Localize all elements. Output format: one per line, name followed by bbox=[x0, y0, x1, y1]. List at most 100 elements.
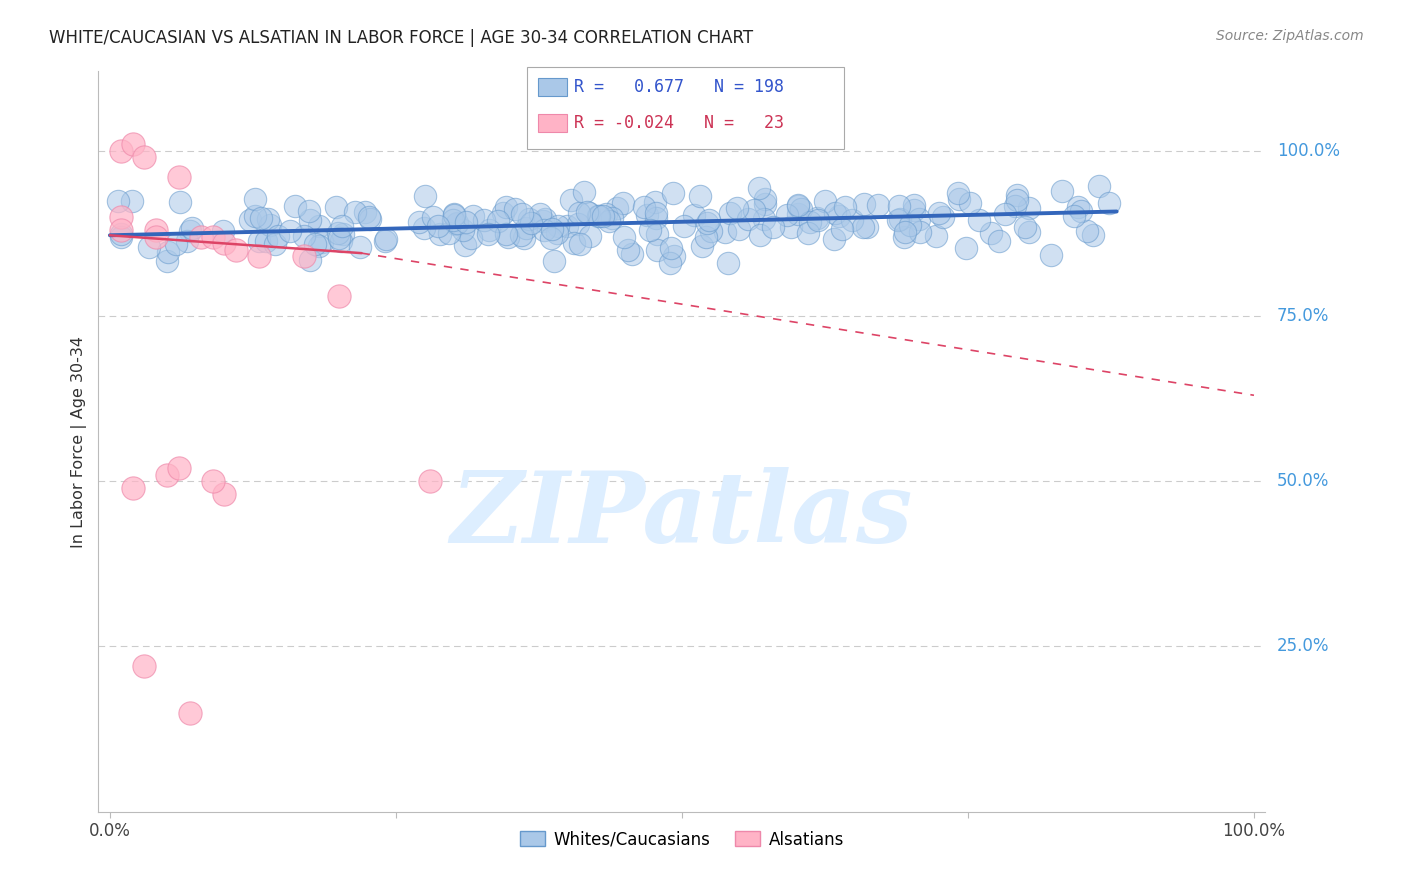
Point bbox=[254, 234, 277, 248]
Point bbox=[955, 241, 977, 255]
Point bbox=[742, 202, 765, 217]
Point bbox=[107, 194, 129, 208]
Point bbox=[780, 219, 803, 234]
Point bbox=[250, 211, 273, 225]
Point bbox=[893, 230, 915, 244]
Point bbox=[1050, 185, 1073, 199]
Point bbox=[426, 219, 449, 234]
Point bbox=[264, 236, 287, 251]
Point bbox=[834, 200, 856, 214]
Point bbox=[683, 208, 706, 222]
Point bbox=[1063, 209, 1085, 223]
Point bbox=[247, 250, 270, 264]
Point bbox=[841, 212, 863, 227]
Point bbox=[579, 228, 602, 243]
Point bbox=[1018, 202, 1040, 216]
Point bbox=[533, 223, 555, 237]
Point bbox=[967, 212, 990, 227]
Point bbox=[824, 206, 846, 220]
Point bbox=[179, 223, 201, 237]
Point bbox=[894, 225, 917, 239]
Point bbox=[298, 204, 321, 219]
Point bbox=[492, 206, 515, 220]
Point bbox=[353, 205, 375, 219]
Point bbox=[311, 235, 333, 250]
Point bbox=[540, 222, 562, 236]
Point bbox=[472, 213, 495, 227]
Point bbox=[718, 206, 741, 220]
Point bbox=[898, 219, 921, 233]
Point bbox=[179, 706, 201, 720]
Point bbox=[110, 144, 132, 158]
Point bbox=[612, 229, 634, 244]
Point bbox=[121, 481, 143, 495]
Text: 25.0%: 25.0% bbox=[1277, 638, 1330, 656]
Point bbox=[190, 229, 212, 244]
Point bbox=[644, 194, 666, 209]
Point bbox=[325, 200, 347, 214]
Point bbox=[299, 212, 322, 227]
Point bbox=[612, 195, 634, 210]
Point bbox=[690, 239, 713, 253]
Text: R = -0.024   N =   23: R = -0.024 N = 23 bbox=[574, 114, 783, 132]
Point bbox=[495, 227, 517, 241]
Point bbox=[446, 216, 468, 230]
Point bbox=[572, 185, 595, 199]
Point bbox=[575, 205, 598, 219]
Point bbox=[823, 232, 845, 246]
Point bbox=[529, 207, 551, 221]
Point bbox=[853, 197, 876, 211]
Point bbox=[247, 234, 270, 248]
Point bbox=[754, 192, 776, 206]
Point bbox=[633, 200, 655, 214]
Point bbox=[176, 234, 198, 248]
Point bbox=[658, 255, 681, 269]
Point bbox=[145, 229, 167, 244]
Point bbox=[328, 226, 350, 240]
Point bbox=[562, 235, 585, 250]
Point bbox=[748, 181, 770, 195]
Point bbox=[330, 219, 353, 233]
Point bbox=[419, 474, 441, 488]
Point bbox=[644, 206, 666, 220]
Point bbox=[946, 186, 969, 200]
Point bbox=[636, 208, 658, 222]
Point bbox=[328, 289, 350, 303]
Point bbox=[672, 219, 695, 233]
Point bbox=[280, 224, 302, 238]
Point bbox=[520, 216, 543, 230]
Point bbox=[243, 192, 266, 206]
Point bbox=[138, 240, 160, 254]
Point bbox=[948, 192, 970, 206]
Point bbox=[156, 253, 179, 268]
Point bbox=[180, 220, 202, 235]
Point bbox=[617, 243, 640, 257]
Point bbox=[662, 249, 685, 263]
Point bbox=[762, 219, 785, 234]
Point bbox=[437, 226, 460, 240]
Point bbox=[889, 211, 911, 226]
Point bbox=[595, 207, 617, 221]
Point bbox=[567, 217, 589, 231]
Point bbox=[568, 206, 591, 220]
Point bbox=[446, 217, 468, 231]
Point bbox=[831, 222, 853, 236]
Point bbox=[696, 216, 718, 230]
Point bbox=[1067, 200, 1090, 214]
Point bbox=[165, 237, 187, 252]
Y-axis label: In Labor Force | Age 30-34: In Labor Force | Age 30-34 bbox=[72, 335, 87, 548]
Point bbox=[806, 211, 828, 225]
Point bbox=[121, 137, 143, 152]
Point bbox=[214, 487, 236, 501]
Point bbox=[959, 196, 981, 211]
Point bbox=[578, 206, 600, 220]
Point bbox=[925, 229, 948, 244]
Point bbox=[496, 229, 519, 244]
Point bbox=[239, 212, 262, 227]
Point bbox=[1005, 188, 1028, 202]
Point bbox=[211, 223, 233, 237]
Point bbox=[588, 209, 610, 223]
Point bbox=[714, 225, 737, 239]
Point bbox=[121, 194, 143, 208]
Point bbox=[659, 241, 682, 255]
